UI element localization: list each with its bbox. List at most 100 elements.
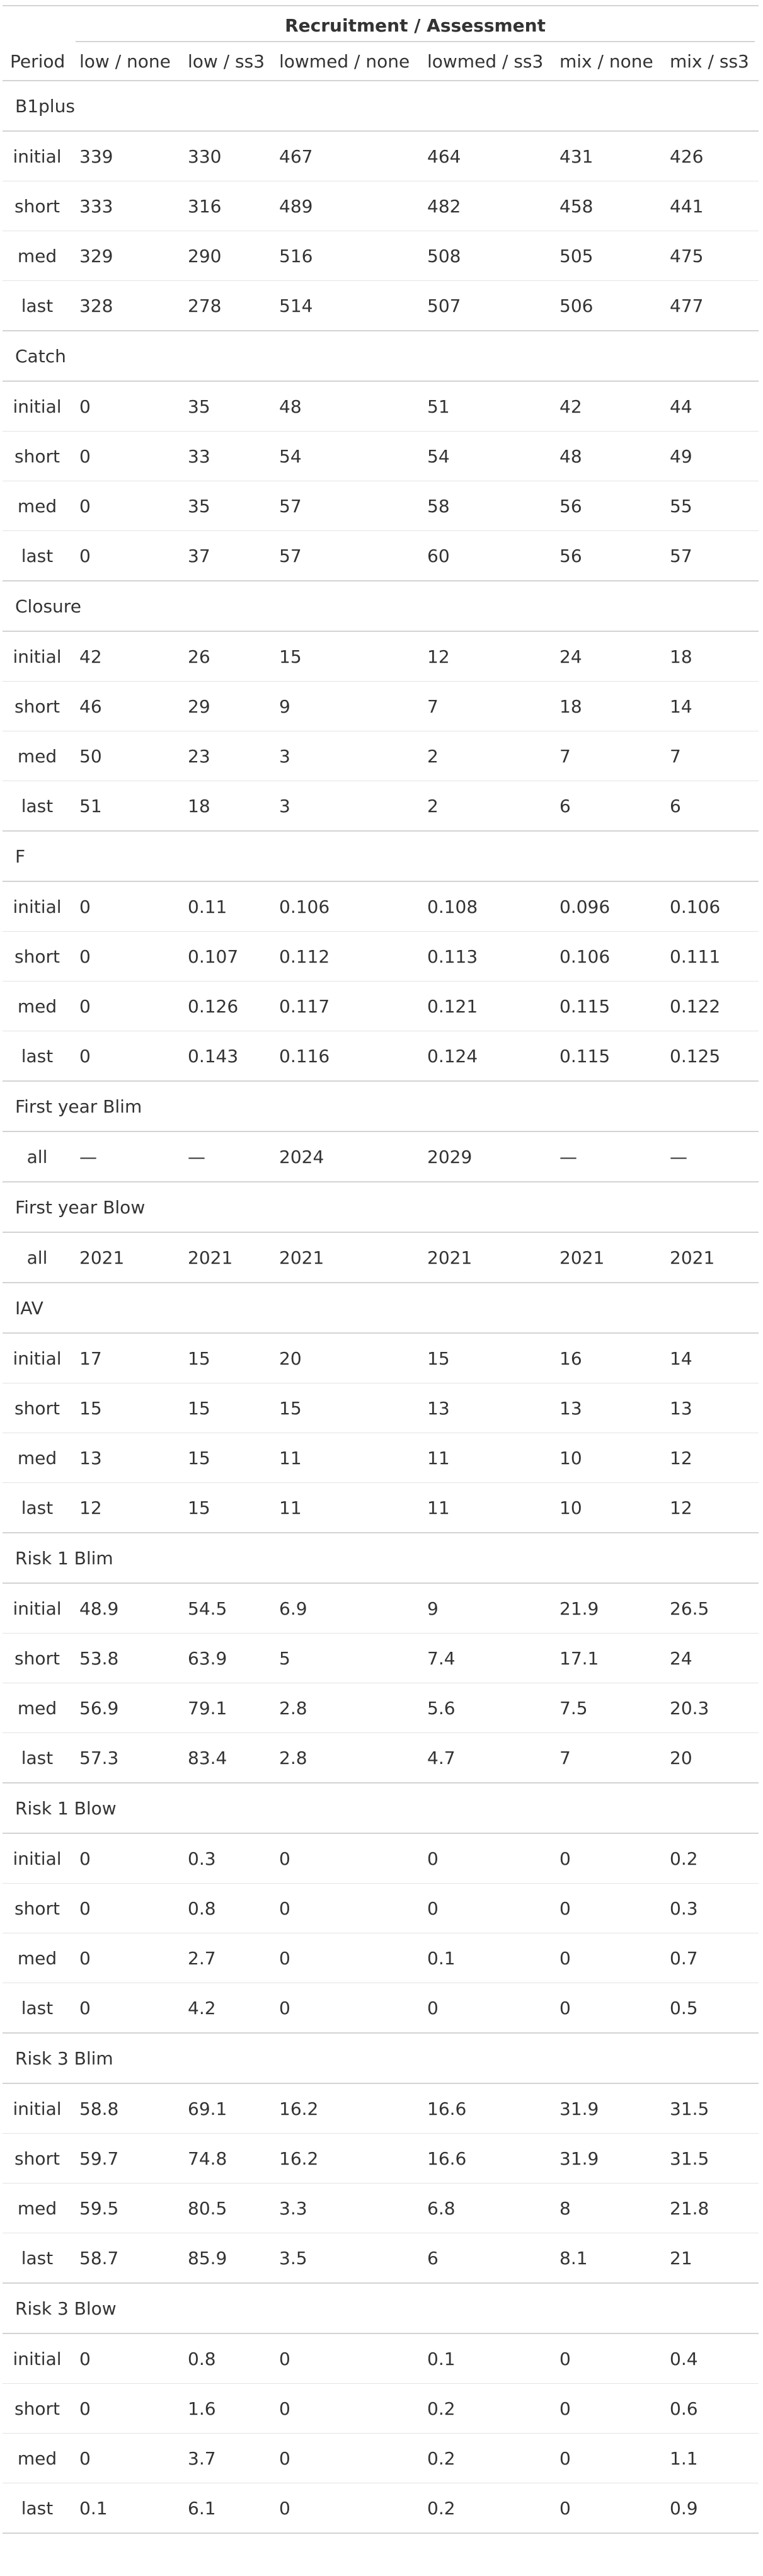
- value-cell: 0.2: [420, 2383, 552, 2434]
- value-cell: 3: [272, 731, 420, 781]
- value-cell: 0.115: [552, 1031, 662, 1081]
- value-cell: 20: [662, 1732, 759, 1783]
- value-cell: 0.112: [272, 931, 420, 982]
- value-cell: —: [552, 1131, 662, 1182]
- period-cell: initial: [3, 2083, 72, 2134]
- value-cell: 35: [180, 381, 272, 432]
- value-cell: 9: [272, 681, 420, 731]
- value-cell: 0: [272, 1833, 420, 1884]
- value-cell: 441: [662, 181, 759, 231]
- value-cell: 0.111: [662, 931, 759, 982]
- value-cell: 0: [272, 2433, 420, 2483]
- value-cell: 12: [420, 631, 552, 682]
- value-cell: 0.6: [662, 2383, 759, 2434]
- value-cell: 0.1: [420, 2333, 552, 2384]
- value-cell: 0.4: [662, 2333, 759, 2384]
- row-group: First year Blow all 2021 2021 2021 2021 2021 20…: [3, 1181, 759, 1283]
- period-cell: short: [3, 681, 72, 731]
- value-cell: 3: [272, 781, 420, 831]
- value-cell: 3.5: [272, 2233, 420, 2283]
- period-cell: short: [3, 431, 72, 481]
- value-cell: 7: [662, 731, 759, 781]
- value-cell: 2.8: [272, 1683, 420, 1733]
- value-cell: 31.9: [552, 2133, 662, 2184]
- period-cell: med: [3, 1683, 72, 1733]
- value-cell: 0.125: [662, 1031, 759, 1081]
- value-cell: 24: [662, 1633, 759, 1683]
- value-cell: 21.9: [552, 1583, 662, 1634]
- table-row: last 58.7 85.9 3.5 6 8.1 21: [3, 2233, 759, 2283]
- value-cell: 0: [72, 2333, 180, 2384]
- value-cell: 516: [272, 231, 420, 281]
- value-cell: 0.108: [420, 881, 552, 932]
- value-cell: 57: [272, 481, 420, 531]
- value-cell: 11: [272, 1433, 420, 1483]
- column-header: low / none: [72, 42, 180, 81]
- value-cell: 278: [180, 280, 272, 331]
- value-cell: 48.9: [72, 1583, 180, 1634]
- value-cell: 482: [420, 181, 552, 231]
- value-cell: 0: [72, 881, 180, 932]
- period-cell: last: [3, 1031, 72, 1081]
- table-row: last 0 37 57 60 56 57: [3, 530, 759, 581]
- value-cell: 16.6: [420, 2083, 552, 2134]
- value-cell: 10: [552, 1433, 662, 1483]
- group-label: B1plus: [3, 80, 759, 132]
- period-cell: last: [3, 280, 72, 331]
- value-cell: 20.3: [662, 1683, 759, 1733]
- value-cell: 33: [180, 431, 272, 481]
- value-cell: 17: [72, 1332, 180, 1383]
- row-group: B1plus initial 339 330 467 464 431 426 short 333 3…: [3, 80, 759, 331]
- group-label: First year Blim: [3, 1080, 759, 1132]
- value-cell: 51: [420, 381, 552, 432]
- value-cell: 11: [420, 1433, 552, 1483]
- value-cell: 330: [180, 130, 272, 181]
- value-cell: 2021: [420, 1232, 552, 1283]
- column-header: mix / none: [552, 42, 662, 81]
- value-cell: 12: [662, 1433, 759, 1483]
- value-cell: 0.113: [420, 931, 552, 982]
- column-header: lowmed / ss3: [420, 42, 552, 81]
- value-cell: 7.4: [420, 1633, 552, 1683]
- results-table: Recruitment / Assessment Period low / no…: [3, 5, 759, 2534]
- row-group: Closure initial 42 26 15 12 24 18 short 46 29 9 7 18 1…: [3, 580, 759, 831]
- value-cell: 0: [72, 381, 180, 432]
- value-cell: 0: [420, 1883, 552, 1933]
- table-row: initial 17 15 20 15 16 14: [3, 1332, 759, 1383]
- value-cell: 0.5: [662, 1983, 759, 2033]
- table-row: med 50 23 3 2 7 7: [3, 731, 759, 781]
- value-cell: 0.1: [72, 2483, 180, 2534]
- value-cell: 0: [272, 1933, 420, 1983]
- table-row: med 329 290 516 508 505 475: [3, 231, 759, 281]
- value-cell: 2024: [272, 1131, 420, 1182]
- value-cell: 333: [72, 181, 180, 231]
- value-cell: 51: [72, 781, 180, 831]
- table-row: med 56.9 79.1 2.8 5.6 7.5 20.3: [3, 1683, 759, 1733]
- spanner-row: Recruitment / Assessment: [3, 5, 759, 42]
- value-cell: 0.9: [662, 2483, 759, 2534]
- value-cell: 26.5: [662, 1583, 759, 1634]
- value-cell: 46: [72, 681, 180, 731]
- period-cell: last: [3, 1983, 72, 2033]
- value-cell: 54.5: [180, 1583, 272, 1634]
- row-group: Risk 3 Blow initial 0 0.8 0 0.1 0 0.4 short 0 1.6 0…: [3, 2282, 759, 2534]
- column-header: low / ss3: [180, 42, 272, 81]
- value-cell: —: [662, 1131, 759, 1182]
- table-row: short 15 15 15 13 13 13: [3, 1383, 759, 1433]
- value-cell: 53.8: [72, 1633, 180, 1683]
- value-cell: 15: [272, 631, 420, 682]
- value-cell: 2: [420, 781, 552, 831]
- period-cell: last: [3, 1732, 72, 1783]
- value-cell: 15: [180, 1433, 272, 1483]
- group-header-row: Closure: [3, 580, 759, 632]
- spanner-blank: [3, 5, 72, 42]
- value-cell: 12: [72, 1482, 180, 1533]
- table-header: Recruitment / Assessment Period low / no…: [3, 5, 759, 81]
- value-cell: 26: [180, 631, 272, 682]
- table-row: med 0 35 57 58 56 55: [3, 481, 759, 531]
- value-cell: 55: [662, 481, 759, 531]
- value-cell: 0: [272, 1983, 420, 2033]
- table-row: last 12 15 11 11 10 12: [3, 1482, 759, 1533]
- period-cell: short: [3, 931, 72, 982]
